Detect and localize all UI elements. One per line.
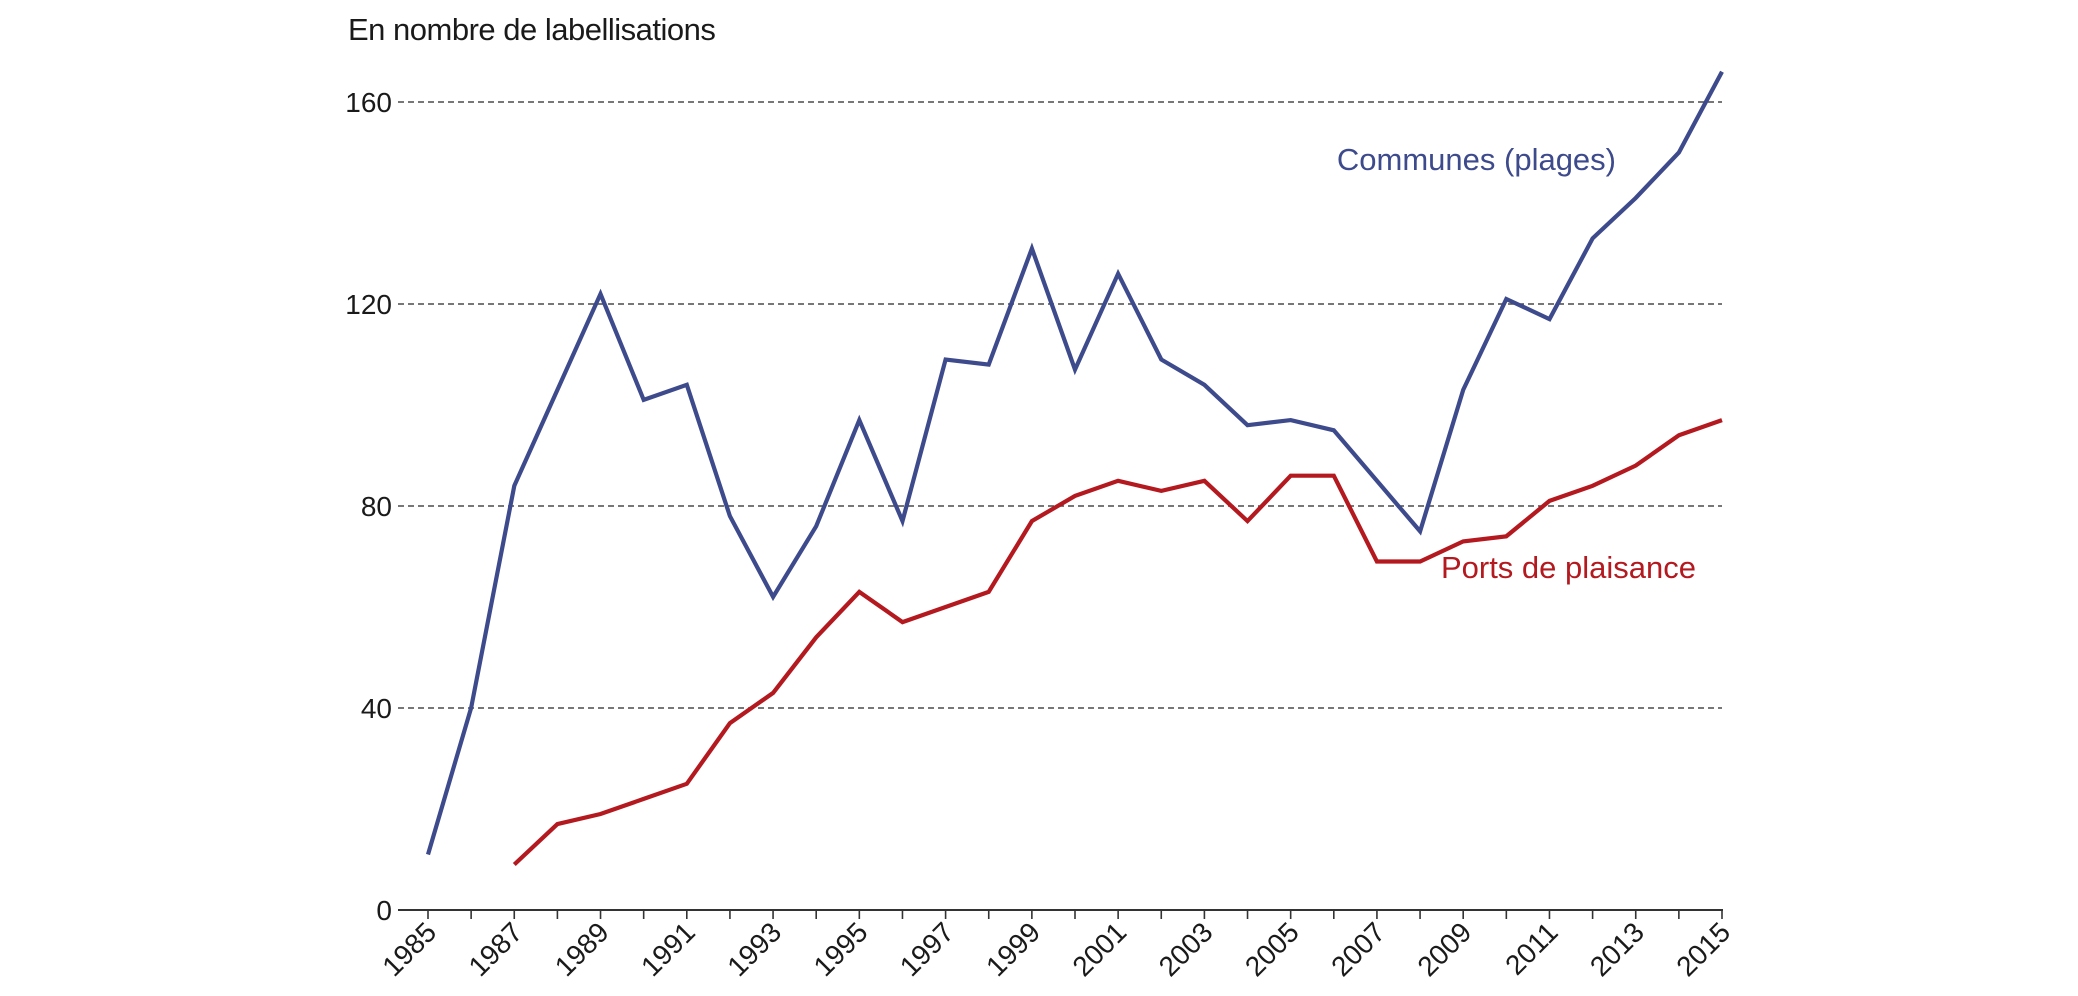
series-lines [425,70,1724,867]
x-tick-label: 1995 [808,916,874,982]
series-labels: Communes (plages) Ports de plaisance [1337,142,1696,585]
x-tick-label: 2005 [1239,916,1305,982]
x-tick-label: 1989 [549,916,615,982]
series-label-0: Communes (plages) [1337,142,1616,177]
series-label-1: Ports de plaisance [1441,550,1696,585]
y-tick-label: 40 [361,693,392,724]
y-tick-label: 0 [376,895,392,926]
x-tick-label: 1999 [980,916,1046,982]
y-axis-unit-label: En nombre de labellisations [348,12,716,47]
y-tick-label: 160 [345,87,392,118]
x-tick-label: 2011 [1499,916,1564,981]
y-tick-label: 120 [345,289,392,320]
series-line-0 [425,70,1724,856]
x-tick-label: 2001 [1066,916,1132,982]
x-tick-label: 2013 [1584,916,1650,982]
x-tick-label: 2009 [1411,916,1477,982]
x-tick-label: 1997 [894,916,960,982]
series-line-1 [512,418,1723,867]
gridlines [398,101,1722,709]
y-tick-label: 80 [361,491,392,522]
x-tick-label: 2015 [1670,916,1736,982]
x-tick-label: 2003 [1153,916,1219,982]
x-tick-label: 1985 [376,916,442,982]
axes: 0 40 80 120 160 1985 1987 1989 1991 1993 1995 1997 1… [345,87,1736,982]
x-tick-label: 1987 [463,916,529,982]
x-tick-label: 1991 [635,916,701,982]
x-tick-label: 1993 [721,916,787,982]
x-tick-label: 2007 [1325,916,1391,982]
